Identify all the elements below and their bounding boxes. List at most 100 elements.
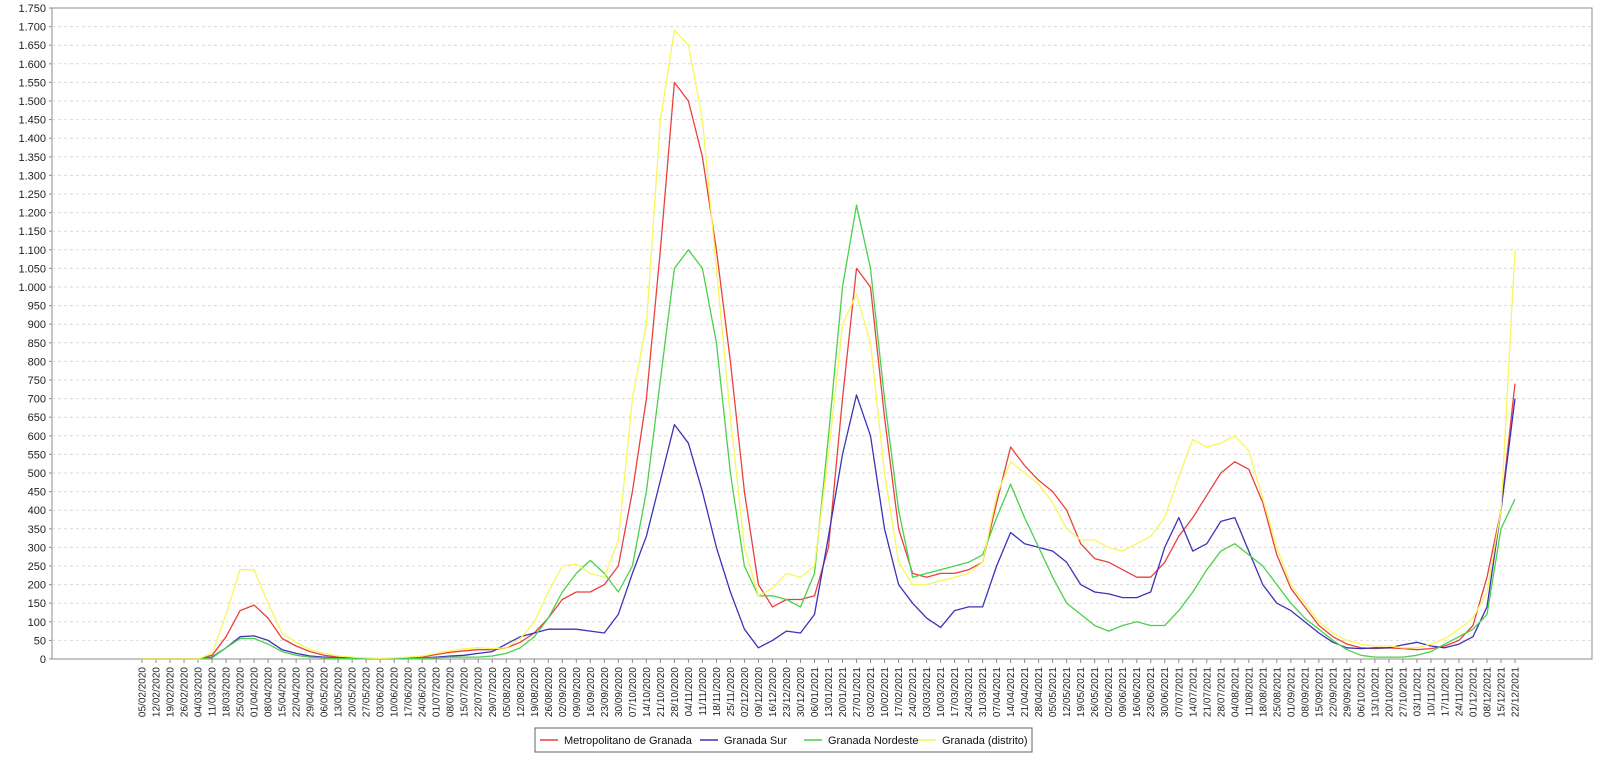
legend-label: Granada Nordeste — [828, 735, 919, 747]
x-tick-label: 22/09/2021 — [1328, 667, 1339, 717]
y-tick-label: 1.650 — [18, 40, 46, 52]
x-tick-label: 18/03/2020 — [222, 667, 233, 717]
x-tick-label: 04/03/2020 — [194, 667, 205, 717]
x-tick-label: 20/01/2021 — [838, 667, 849, 717]
y-tick-label: 350 — [28, 524, 46, 536]
y-tick-label: 1.700 — [18, 22, 46, 34]
x-tick-label: 04/11/2020 — [684, 667, 695, 717]
y-tick-label: 650 — [28, 412, 46, 424]
x-tick-label: 13/05/2020 — [334, 667, 345, 717]
x-tick-label: 12/02/2020 — [152, 667, 163, 717]
x-tick-label: 08/09/2021 — [1300, 667, 1311, 717]
x-tick-label: 10/11/2021 — [1426, 667, 1437, 717]
x-tick-label: 10/03/2021 — [936, 667, 947, 717]
x-tick-label: 15/07/2020 — [460, 667, 471, 717]
x-tick-label: 26/05/2021 — [1090, 667, 1101, 717]
legend-label: Granada (distrito) — [942, 735, 1028, 747]
x-tick-label: 28/10/2020 — [670, 667, 681, 717]
y-tick-label: 1.000 — [18, 282, 46, 294]
y-tick-label: 1.450 — [18, 115, 46, 127]
x-tick-label: 13/01/2021 — [824, 667, 835, 717]
x-tick-label: 08/12/2021 — [1482, 667, 1493, 717]
x-tick-label: 18/08/2021 — [1258, 667, 1269, 717]
x-tick-label: 25/03/2020 — [236, 667, 247, 717]
x-tick-label: 24/03/2021 — [964, 667, 975, 717]
x-tick-label: 22/07/2020 — [474, 667, 485, 717]
y-tick-label: 200 — [28, 580, 46, 592]
x-tick-label: 06/10/2021 — [1356, 667, 1367, 717]
x-tick-label: 19/02/2020 — [166, 667, 177, 717]
y-tick-label: 1.300 — [18, 170, 46, 182]
x-tick-label: 05/05/2021 — [1048, 667, 1059, 717]
x-tick-label: 07/10/2020 — [628, 667, 639, 717]
y-tick-label: 400 — [28, 505, 46, 517]
y-tick-label: 300 — [28, 542, 46, 554]
x-tick-label: 14/10/2020 — [642, 667, 653, 717]
y-tick-label: 150 — [28, 598, 46, 610]
x-tick-label: 17/02/2021 — [894, 667, 905, 717]
x-tick-label: 09/06/2021 — [1118, 667, 1129, 717]
x-tick-label: 20/05/2020 — [348, 667, 359, 717]
x-tick-label: 05/08/2020 — [502, 667, 513, 717]
legend-box — [534, 727, 1033, 753]
x-tick-label: 11/11/2020 — [698, 667, 709, 716]
legend-label: Metropolitano de Granada — [564, 735, 693, 747]
x-tick-label: 19/08/2020 — [530, 667, 541, 717]
x-tick-label: 03/02/2021 — [866, 667, 877, 717]
y-tick-label: 950 — [28, 301, 46, 313]
x-tick-label: 02/06/2021 — [1104, 667, 1115, 717]
x-tick-label: 21/04/2021 — [1020, 667, 1031, 717]
x-tick-label: 23/12/2020 — [782, 667, 793, 717]
y-tick-label: 750 — [28, 375, 46, 387]
x-tick-label: 24/06/2020 — [418, 667, 429, 717]
y-tick-label: 1.250 — [18, 189, 46, 201]
x-tick-label: 08/07/2020 — [446, 667, 457, 717]
x-tick-label: 09/09/2020 — [572, 667, 583, 717]
y-tick-label: 1.050 — [18, 263, 46, 275]
x-tick-label: 01/07/2020 — [432, 667, 443, 717]
x-tick-label: 29/09/2021 — [1342, 667, 1353, 717]
x-tick-label: 12/08/2020 — [516, 667, 527, 717]
x-tick-label: 06/01/2021 — [810, 667, 821, 717]
x-tick-label: 29/07/2020 — [488, 667, 499, 717]
y-tick-label: 800 — [28, 356, 46, 368]
y-tick-label: 1.350 — [18, 152, 46, 164]
x-tick-label: 14/04/2021 — [1006, 667, 1017, 717]
x-tick-label: 23/06/2021 — [1146, 667, 1157, 717]
x-tick-label: 15/04/2020 — [278, 667, 289, 717]
x-tick-label: 27/05/2020 — [362, 667, 373, 717]
x-tick-label: 11/03/2020 — [208, 667, 219, 717]
x-tick-label: 06/05/2020 — [320, 667, 331, 717]
x-tick-label: 24/11/2021 — [1454, 667, 1465, 717]
y-tick-label: 100 — [28, 617, 46, 629]
x-tick-label: 01/12/2021 — [1468, 667, 1479, 717]
x-tick-label: 22/12/2021 — [1511, 667, 1522, 717]
y-tick-label: 1.500 — [18, 96, 46, 108]
x-tick-label: 17/06/2020 — [404, 667, 415, 717]
x-tick-label: 02/12/2020 — [740, 667, 751, 717]
x-tick-label: 16/09/2020 — [586, 667, 597, 717]
x-tick-label: 03/06/2020 — [376, 667, 387, 717]
x-tick-label: 09/12/2020 — [754, 667, 765, 717]
y-tick-label: 1.600 — [18, 59, 46, 71]
x-tick-label: 21/07/2021 — [1202, 667, 1213, 717]
x-tick-label: 16/06/2021 — [1132, 667, 1143, 717]
x-tick-label: 24/02/2021 — [908, 667, 919, 717]
x-tick-label: 30/09/2020 — [614, 667, 625, 717]
x-tick-label: 20/10/2021 — [1384, 667, 1395, 717]
y-tick-label: 450 — [28, 487, 46, 499]
x-tick-label: 02/09/2020 — [558, 667, 569, 717]
x-tick-label: 26/08/2020 — [544, 667, 555, 717]
y-tick-label: 1.150 — [18, 226, 46, 238]
x-tick-label: 07/04/2021 — [992, 667, 1003, 717]
y-tick-label: 1.750 — [18, 3, 46, 15]
y-tick-label: 500 — [28, 468, 46, 480]
x-tick-label: 07/07/2021 — [1174, 667, 1185, 717]
x-tick-label: 04/08/2021 — [1230, 667, 1241, 717]
x-tick-label: 15/12/2021 — [1496, 667, 1507, 717]
x-tick-label: 01/04/2020 — [250, 667, 261, 717]
x-tick-label: 03/11/2021 — [1412, 667, 1423, 717]
x-tick-label: 10/02/2021 — [880, 667, 891, 717]
